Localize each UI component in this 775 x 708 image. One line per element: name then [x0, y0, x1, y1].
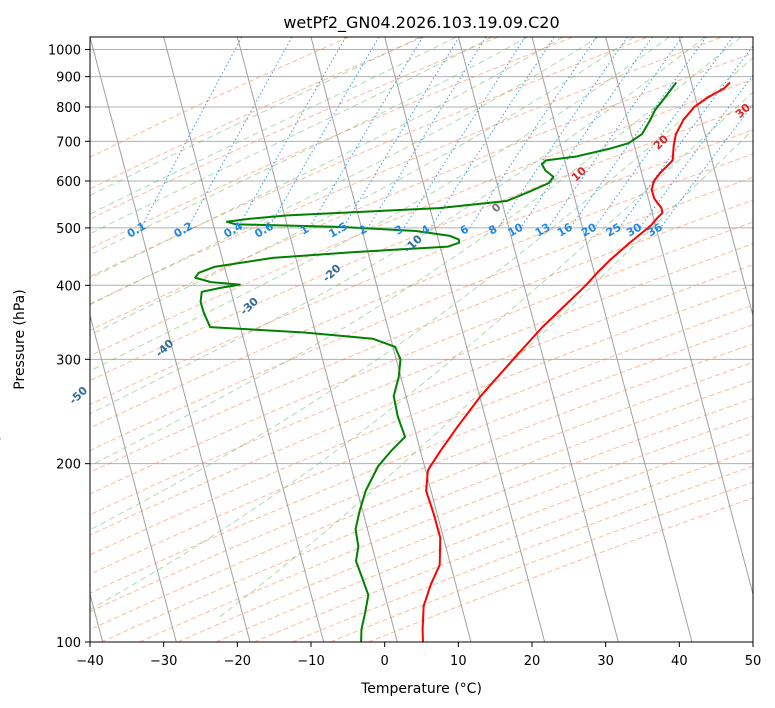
dry-adiabat-line: [368, 497, 753, 642]
y-tick-label: 800: [56, 101, 81, 116]
dewpoint-profile: [194, 81, 678, 642]
mixing-ratio-line: [618, 45, 753, 229]
mixing-ratio-line: [639, 74, 753, 229]
x-tick-label: 10: [450, 654, 467, 669]
x-axis-title: Temperature (°C): [360, 681, 482, 697]
dry-adiabat-line: [90, 324, 753, 594]
dry-adiabat-line: [292, 465, 753, 642]
mixing-ratio-lines: [140, 37, 753, 229]
moist-adiabat-line: [90, 37, 564, 279]
dry-adiabat-line: [90, 78, 753, 357]
mixing-ratio-line: [403, 37, 526, 229]
mixing-ratio-line: [187, 37, 293, 229]
dry-adiabat-line: [90, 304, 753, 575]
moist-adiabat-line: [90, 37, 528, 256]
moist-adiabat-line: [90, 37, 635, 336]
mixing-ratio-line: [594, 37, 734, 229]
isotherm-line: [678, 37, 753, 318]
isotherm-line: [605, 37, 753, 597]
y-tick-label: 1000: [48, 44, 81, 59]
mixing-ratio-line: [520, 37, 653, 229]
dry-adiabat-line: [90, 52, 753, 331]
dry-adiabat-line: [139, 397, 753, 642]
dry-adiabat-line: [101, 380, 753, 642]
y-tick-label: 600: [56, 175, 81, 190]
adiabat-lines: [90, 37, 753, 642]
mixing-ratio-line: [140, 37, 243, 229]
dry-adiabat-line: [90, 361, 753, 631]
dry-adiabat-line: [90, 176, 753, 452]
dry-adiabat-line: [90, 153, 753, 429]
dry-adiabat-line: [90, 37, 350, 158]
y-tick-label: 400: [56, 279, 81, 294]
x-tick-label: −20: [224, 654, 251, 669]
dry-adiabat-line: [90, 221, 753, 495]
x-tick-label: 40: [671, 654, 688, 669]
mixing-ratio-line: [342, 37, 460, 229]
moist-adiabat-line: [90, 37, 706, 415]
y-axis-title: Pressure (hPa): [12, 289, 28, 389]
moist-adiabat-line: [90, 37, 742, 467]
y-tick-label: 100: [56, 636, 81, 651]
mixing-ratio-line: [497, 37, 628, 229]
x-tick-label: −30: [150, 654, 177, 669]
isotherm-line: [531, 37, 693, 642]
moist-adiabat-line: [90, 37, 670, 372]
y-tick-label: 900: [56, 71, 81, 86]
mixing-ratio-line: [569, 37, 707, 229]
moist-adiabat-line: [90, 37, 493, 235]
isotherm-line: [90, 37, 251, 642]
y-tick-label: 500: [56, 222, 81, 237]
moist-adiabat-line: [218, 129, 753, 618]
isotherm-line: [384, 37, 546, 642]
isotherm-line: [90, 313, 177, 642]
isotherm-line: [457, 37, 619, 642]
mixing-ratio-line: [469, 37, 597, 229]
isotherm-line: [236, 37, 398, 642]
dry-adiabat-line: [90, 243, 753, 516]
y-tick-label: 700: [56, 135, 81, 150]
x-tick-label: −40: [76, 654, 103, 669]
dry-adiabat-line: [177, 415, 753, 642]
x-tick-label: −10: [297, 654, 324, 669]
dry-adiabat-line: [90, 37, 723, 305]
chart-title: wetPf2_GN04.2026.103.19.09.C20: [283, 13, 559, 33]
isotherm-lines: [90, 37, 753, 642]
y-tick-label: 200: [56, 458, 81, 473]
x-tick-label: 0: [381, 654, 389, 669]
dry-adiabat-line: [90, 129, 753, 406]
axes: −40 −30 −20 −10 0 10 20 30 40 50 1000 900 800 700 600 5…: [48, 44, 761, 669]
x-tick-label: 50: [745, 654, 762, 669]
isotherm-line: [310, 37, 472, 642]
isotherm-line: [163, 37, 325, 642]
y-tick-label: 300: [56, 353, 81, 368]
x-tick-label: 30: [597, 654, 614, 669]
dry-adiabat-line: [215, 432, 753, 642]
sounding-profiles: [194, 81, 731, 642]
x-tick-label: 20: [524, 654, 541, 669]
plot-frame: [89, 36, 754, 643]
temperature-profile: [421, 81, 731, 642]
dry-adiabat-line: [90, 343, 753, 613]
moist-adiabat-line: [90, 57, 753, 531]
mixing-ratio-line: [367, 37, 487, 229]
mixing-ratio-line: [547, 37, 683, 229]
